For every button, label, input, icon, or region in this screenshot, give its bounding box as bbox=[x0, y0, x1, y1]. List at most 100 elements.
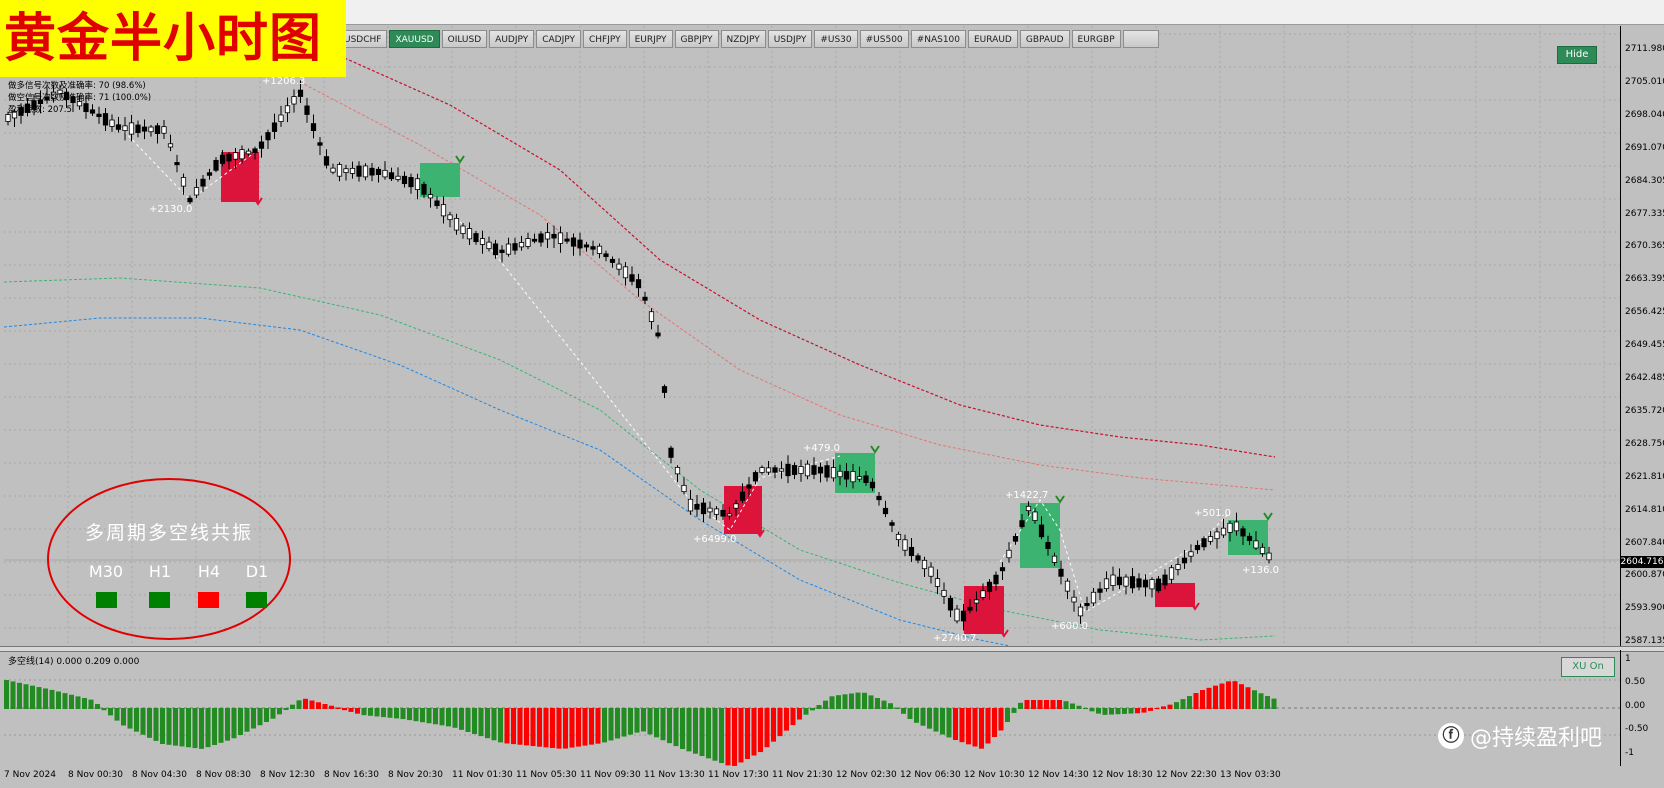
candle-body bbox=[694, 503, 700, 510]
histogram-bar bbox=[550, 708, 555, 748]
trade-annotation-label: +501.0 bbox=[1194, 508, 1232, 519]
histogram-bar bbox=[303, 698, 308, 709]
symbol-tab-eurgbp[interactable]: EURGBP bbox=[1071, 30, 1121, 48]
candle-body bbox=[460, 225, 466, 234]
histogram-bar bbox=[56, 691, 61, 709]
symbol-tab-audjpy[interactable]: AUDJPY bbox=[489, 30, 535, 48]
candle-body bbox=[967, 606, 973, 611]
xu-on-button[interactable]: XU On bbox=[1561, 657, 1615, 677]
histogram-bar bbox=[751, 708, 757, 756]
histogram-bar bbox=[576, 708, 581, 747]
symbol-tab-us500[interactable]: #US500 bbox=[859, 30, 909, 48]
symbol-tab-gbpaud[interactable]: GBPAUD bbox=[1019, 30, 1070, 48]
time-tick-label: 12 Nov 14:30 bbox=[1028, 770, 1089, 780]
signal-arrow-icon bbox=[253, 197, 263, 206]
sell-signal-box bbox=[1155, 583, 1195, 607]
candle-body bbox=[5, 114, 11, 122]
histogram-bar bbox=[225, 708, 230, 741]
histogram-bar bbox=[400, 708, 406, 720]
histogram-bar bbox=[485, 708, 490, 739]
histogram-bar bbox=[582, 708, 588, 746]
symbol-tab-nas100[interactable]: #NAS100 bbox=[910, 30, 966, 48]
symbol-tab-chfjpy[interactable]: CHFJPY bbox=[582, 30, 627, 48]
resonance-panel: 多周期多空线共振 M30 H1 H4 D1 bbox=[47, 478, 291, 640]
candle-body bbox=[135, 124, 141, 133]
price-chart[interactable] bbox=[0, 0, 1620, 646]
time-tick-label: 11 Nov 13:30 bbox=[644, 770, 705, 780]
histogram-bar bbox=[498, 708, 503, 743]
candle-body bbox=[453, 218, 460, 231]
histogram-bar bbox=[628, 708, 633, 735]
candle-body bbox=[1136, 578, 1142, 588]
symbol-tab-cadjpy[interactable]: CADJPY bbox=[536, 30, 581, 48]
candle-body bbox=[304, 105, 310, 115]
hide-button[interactable]: Hide bbox=[1557, 46, 1597, 64]
symbol-tab-usdjpy[interactable]: USDJPY bbox=[767, 30, 813, 48]
candle-body bbox=[1129, 576, 1136, 589]
symbol-tab-nzdjpy[interactable]: NZDJPY bbox=[720, 30, 766, 48]
histogram-bar bbox=[101, 708, 107, 711]
candle-body bbox=[24, 103, 31, 113]
candle-body bbox=[642, 296, 648, 301]
candle-body bbox=[791, 465, 798, 475]
ma-line-pink bbox=[299, 81, 1276, 491]
histogram-bar bbox=[712, 708, 718, 761]
candle-body bbox=[713, 508, 720, 515]
candle-body bbox=[330, 167, 336, 173]
candle-body bbox=[512, 243, 518, 251]
histogram-bar bbox=[1226, 681, 1231, 709]
histogram-bar bbox=[1011, 708, 1017, 713]
histogram-bar bbox=[647, 708, 653, 735]
zigzag-line bbox=[999, 499, 1231, 613]
histogram-bar bbox=[43, 688, 48, 709]
candle-body bbox=[1168, 567, 1175, 580]
current-price-label: 2604.716 bbox=[1620, 556, 1664, 568]
tf-label-m30: M30 bbox=[88, 562, 124, 581]
histogram-bar bbox=[927, 708, 932, 729]
histogram-bar bbox=[1070, 703, 1075, 709]
candle-body bbox=[245, 150, 252, 155]
symbol-tab-us30[interactable]: #US30 bbox=[814, 30, 858, 48]
indicator-chart[interactable] bbox=[0, 650, 1620, 766]
time-tick-label: 12 Nov 18:30 bbox=[1092, 770, 1153, 780]
histogram-bar bbox=[465, 708, 471, 732]
price-tick-label: 2628.750 bbox=[1625, 438, 1664, 449]
histogram-bar bbox=[1232, 681, 1238, 709]
histogram-bar bbox=[1206, 687, 1212, 709]
histogram-bar bbox=[914, 708, 919, 723]
histogram-bar bbox=[413, 708, 419, 722]
candle-body bbox=[401, 175, 408, 185]
candle-body bbox=[414, 178, 421, 191]
candle-body bbox=[466, 228, 473, 240]
histogram-bar bbox=[368, 708, 373, 716]
symbol-tab-empty[interactable] bbox=[1122, 30, 1159, 48]
price-tick-label: 2677.335 bbox=[1625, 208, 1664, 219]
histogram-bar bbox=[732, 708, 737, 766]
histogram-bar bbox=[1180, 699, 1186, 709]
symbol-tab-euraud[interactable]: EURAUD bbox=[968, 30, 1018, 48]
candle-body bbox=[96, 113, 102, 118]
candle-body bbox=[421, 183, 427, 195]
candle-body bbox=[674, 467, 681, 475]
symbol-tab-gbpjpy[interactable]: GBPJPY bbox=[674, 30, 719, 48]
histogram-bar bbox=[511, 708, 516, 745]
pane-separator[interactable] bbox=[0, 646, 1664, 652]
candle-body bbox=[1116, 576, 1123, 586]
buy-signal-box bbox=[420, 163, 460, 197]
symbol-tab-oilusd[interactable]: OILUSD bbox=[441, 30, 488, 48]
histogram-bar bbox=[699, 708, 705, 757]
symbol-tab-xauusd[interactable]: XAUUSD bbox=[389, 30, 440, 48]
histogram-bar bbox=[205, 708, 211, 748]
price-axis[interactable]: 2711.980 2705.010 2698.040 2691.070 2684.305… bbox=[1620, 26, 1664, 646]
price-tick-label: 2614.810 bbox=[1625, 504, 1664, 515]
histogram-bar bbox=[1258, 693, 1264, 709]
candle-body bbox=[837, 470, 843, 478]
histogram-bar bbox=[1135, 708, 1140, 714]
candle-body bbox=[297, 89, 304, 97]
histogram-bar bbox=[381, 708, 386, 718]
candle-body bbox=[122, 125, 128, 131]
histogram-bar bbox=[186, 708, 191, 748]
symbol-tab-eurjpy[interactable]: EURJPY bbox=[628, 30, 673, 48]
histogram-bar bbox=[673, 708, 679, 747]
histogram-bar bbox=[966, 708, 971, 745]
